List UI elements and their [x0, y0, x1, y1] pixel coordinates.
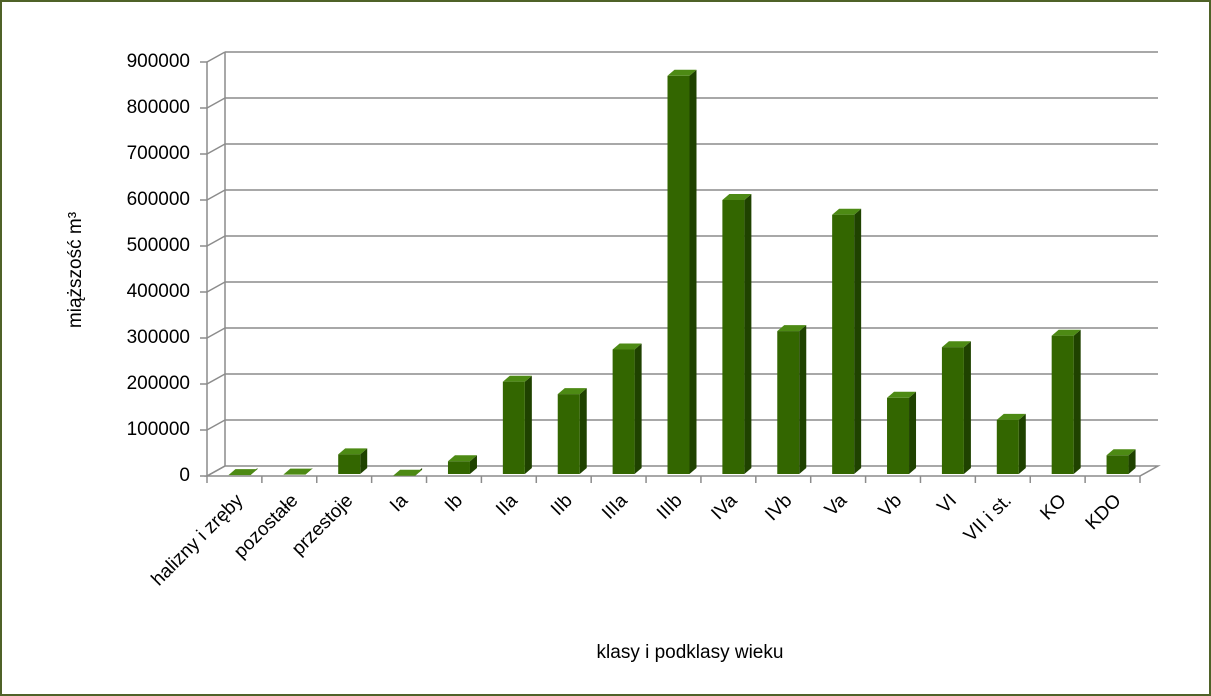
grid-line	[206, 419, 226, 431]
bar-top	[996, 413, 1026, 420]
bar-front	[667, 75, 690, 475]
bar	[393, 468, 423, 476]
bar	[1106, 449, 1136, 474]
grid-line	[206, 281, 226, 293]
bar-front	[1051, 335, 1074, 474]
bar-front	[941, 347, 964, 474]
y-tick-label: 0	[179, 465, 190, 486]
bar-front	[502, 381, 525, 474]
bar	[941, 341, 971, 474]
y-tick-label: 400000	[127, 281, 190, 302]
grid-line	[206, 143, 226, 155]
bar-side	[689, 69, 697, 475]
bar-front	[832, 214, 855, 474]
bar-front	[612, 349, 635, 474]
y-tick-label: 600000	[127, 189, 190, 210]
y-tick-label: 800000	[127, 97, 190, 118]
bar-top	[447, 455, 477, 462]
bar-front	[1106, 455, 1129, 474]
y-tick-label: 500000	[127, 235, 190, 256]
bar-top	[1051, 329, 1081, 336]
bar	[502, 375, 532, 474]
bar-front	[996, 419, 1019, 474]
bar	[667, 69, 697, 475]
bar-top	[667, 69, 697, 76]
bar	[612, 343, 642, 474]
bar-top	[722, 194, 752, 200]
bar-front	[447, 461, 470, 474]
bar-front	[722, 200, 745, 474]
bar-side	[963, 341, 971, 474]
bar-side	[360, 448, 368, 474]
bar-top	[228, 469, 258, 476]
grid-line	[206, 97, 226, 109]
bar-top	[393, 469, 423, 476]
bar-top	[887, 391, 917, 398]
bar-top	[777, 325, 807, 332]
bar-top	[612, 343, 642, 350]
bar-side	[854, 208, 862, 474]
bar-front	[777, 331, 800, 474]
bar-side	[1073, 329, 1081, 474]
y-tick-label: 900000	[127, 51, 190, 72]
bar-top	[502, 375, 532, 382]
y-tick-label: 100000	[127, 419, 190, 440]
bar-side	[469, 455, 477, 474]
bar-side	[799, 325, 807, 474]
bar	[283, 468, 313, 475]
grid-line	[206, 51, 226, 63]
bar-side	[909, 391, 917, 474]
bar-front	[887, 397, 910, 474]
bar-side	[1018, 413, 1026, 474]
bar-front	[338, 454, 361, 474]
bar	[338, 448, 368, 474]
y-axis-label: miąższość m³	[65, 212, 86, 328]
bar	[777, 325, 807, 474]
bar	[887, 391, 917, 474]
grid-line	[206, 465, 226, 477]
bar-side	[1128, 449, 1136, 474]
y-tick-label: 200000	[127, 373, 190, 394]
bar-top	[941, 341, 971, 348]
y-tick-label: 300000	[127, 327, 190, 348]
bar-side	[579, 388, 587, 474]
bar-side	[524, 375, 532, 474]
bar-front	[557, 394, 580, 474]
bar	[447, 455, 477, 474]
bar	[722, 194, 752, 474]
bar	[996, 413, 1026, 474]
y-tick-label: 700000	[127, 143, 190, 164]
bar	[228, 468, 258, 476]
bar-top	[283, 468, 313, 475]
grid-line	[206, 235, 226, 247]
bar	[832, 208, 862, 474]
grid-line	[206, 189, 226, 201]
bar-top	[557, 388, 587, 395]
bar	[1051, 329, 1081, 474]
bar-top	[338, 448, 368, 455]
grid-line	[206, 327, 226, 339]
bar-top	[1106, 449, 1136, 456]
bar	[557, 388, 587, 474]
bar-side	[634, 343, 642, 474]
x-axis-label: klasy i podklasy wieku	[597, 642, 784, 663]
bar-top	[832, 208, 862, 215]
bar-side	[744, 194, 752, 474]
grid-line	[206, 373, 226, 385]
